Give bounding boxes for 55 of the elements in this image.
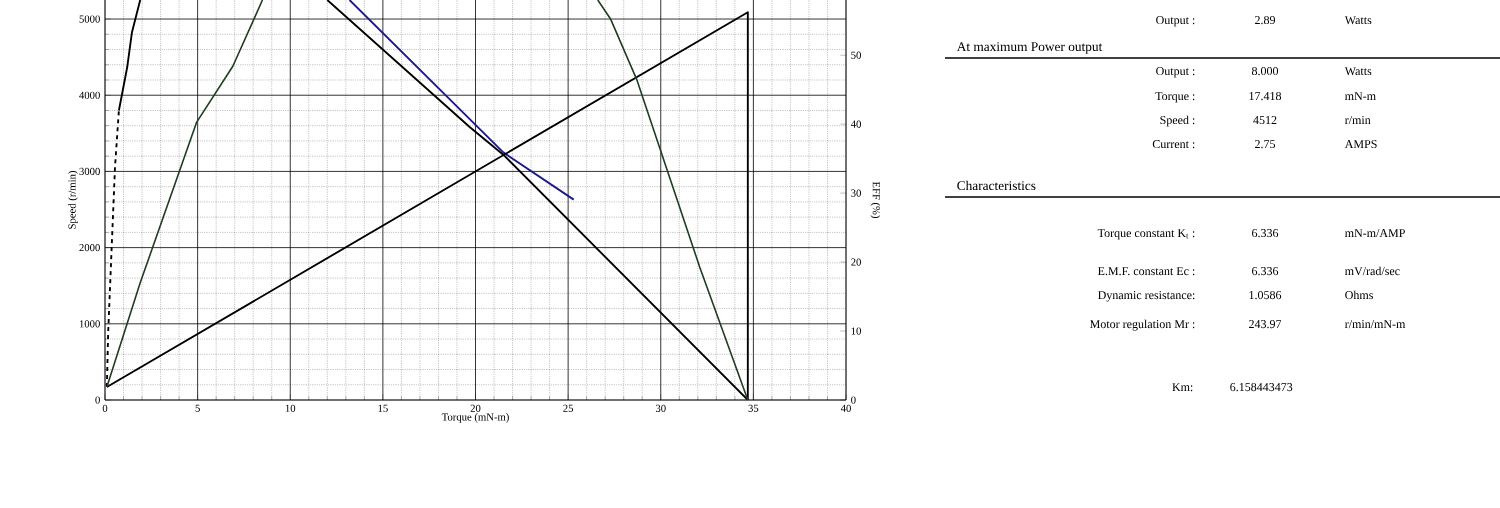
y2-tick-label: 10: [851, 327, 861, 335]
x-tick-label: 0: [102, 404, 108, 412]
text: Watts: [1344, 16, 1372, 25]
text: Motor regulation Mr :: [1090, 319, 1195, 331]
text: 8.000: [1251, 67, 1279, 76]
text: mN-m/AMP: [1344, 229, 1405, 238]
text: 6.336: [1252, 229, 1279, 238]
text: r/min: [1344, 116, 1371, 125]
y-tick-label: 0: [95, 396, 100, 404]
text: Watts: [1344, 67, 1372, 76]
x-tick-label: 20: [470, 404, 481, 412]
x-tick-label: 35: [748, 404, 759, 412]
x-axis-title: Torque (mN-m): [441, 413, 509, 423]
text: mV/rad/sec: [1344, 266, 1400, 276]
text: Dynamic resistance:: [1098, 291, 1195, 302]
text: 6.158443473: [1230, 383, 1293, 392]
text: Characteristics: [957, 180, 1036, 191]
text: Torque constant K$_{t}$ :: [1097, 229, 1195, 240]
y-tick-label: 1000: [79, 320, 100, 328]
x-tick-label: 10: [285, 404, 296, 412]
text: At maximum Power output: [956, 42, 1103, 54]
text: mN-m: [1344, 92, 1376, 100]
x-tick-label: 15: [378, 404, 388, 412]
y-tick-label: 5000: [79, 15, 100, 23]
text: Output :: [1156, 16, 1195, 27]
y2-tick-label: 50: [851, 51, 861, 59]
text: 2.89: [1255, 16, 1276, 25]
x-tick-label: 30: [655, 404, 666, 412]
y2-axis-title: EFF (%): [870, 181, 881, 219]
text: 17.418: [1249, 92, 1282, 101]
x-tick-label: 5: [195, 404, 200, 412]
text: Torque :: [1155, 92, 1195, 103]
text: Current :: [1152, 140, 1195, 149]
y-tick-label: 3000: [79, 167, 100, 176]
y-tick-label: 4000: [79, 91, 100, 99]
y-tick-label: 2000: [79, 244, 100, 252]
text: AMPS: [1344, 140, 1377, 149]
text: Output :: [1156, 67, 1195, 78]
y2-tick-label: 40: [850, 120, 861, 128]
text: 6.336: [1252, 267, 1279, 276]
y2-tick-label: 0: [851, 396, 856, 404]
text: r/min/mN-m: [1344, 320, 1406, 329]
text: Km:: [1172, 383, 1193, 392]
y-axis-title: Speed (r/min): [68, 170, 78, 229]
text: E.M.F. constant Ec :: [1097, 267, 1195, 276]
x-tick-label: 40: [840, 404, 851, 412]
text: Ohms: [1345, 290, 1373, 300]
text: Speed :: [1160, 115, 1195, 127]
x-tick-label: 25: [563, 404, 574, 412]
text: 2.75: [1255, 140, 1276, 149]
text: 4512: [1253, 116, 1277, 125]
text: 243.97: [1249, 320, 1282, 329]
y2-tick-label: 30: [851, 189, 861, 197]
text: 1.0586: [1249, 291, 1282, 300]
y2-tick-label: 20: [851, 258, 861, 266]
